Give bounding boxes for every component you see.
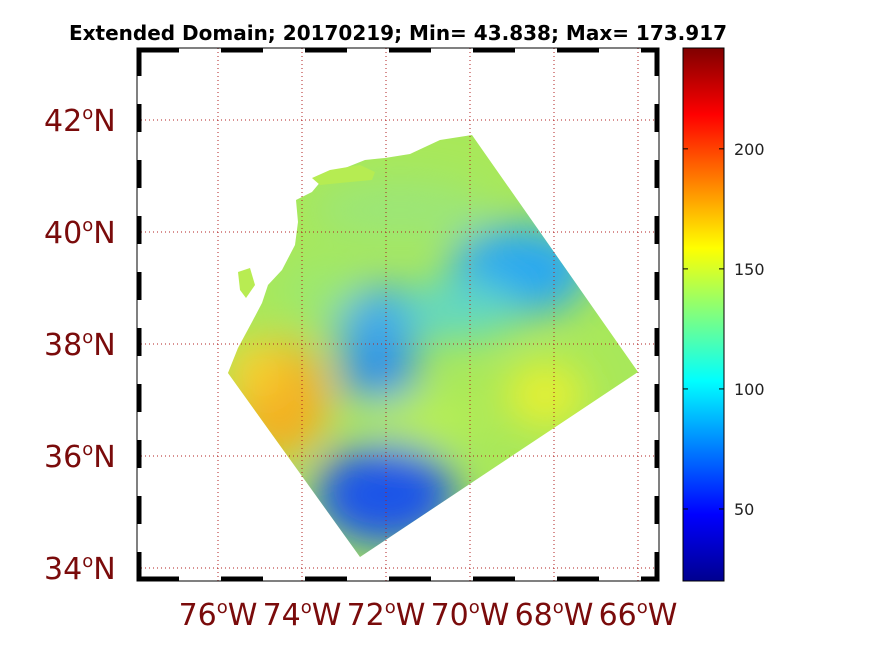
colorbar-tick-label: 150	[734, 260, 765, 279]
longitude-label-76: 76oW	[179, 597, 258, 633]
colorbar-tick-label: 200	[734, 140, 765, 159]
latitude-label-38: 38oN	[44, 327, 116, 363]
latitude-label-34: 34oN	[44, 551, 116, 587]
latitude-label-36: 36oN	[44, 439, 116, 475]
longitude-label-72: 72oW	[347, 597, 426, 633]
colorbar-tick-label: 50	[734, 500, 754, 519]
longitude-label-74: 74oW	[263, 597, 342, 633]
colorbar-tick-label: 100	[734, 380, 765, 399]
frame-ticks	[136, 47, 660, 582]
map-title: Extended Domain; 20170219; Min= 43.838; …	[69, 21, 727, 45]
latitude-label-40: 40oN	[44, 215, 116, 251]
coastal-shape-small	[238, 268, 255, 298]
longitude-label-68: 68oW	[515, 597, 594, 633]
colorbar-ticks: 50 100 150 200	[683, 140, 765, 519]
graticule	[137, 48, 659, 581]
coastal-shape	[312, 165, 375, 185]
longitude-label-66: 66oW	[599, 597, 678, 633]
colorbar	[682, 47, 725, 582]
latitude-labels: 42oN 40oN 38oN 36oN 34oN	[44, 103, 116, 587]
latitude-label-42: 42oN	[44, 103, 116, 139]
longitude-label-70: 70oW	[431, 597, 510, 633]
longitude-labels: 76oW 74oW 72oW 70oW 68oW 66oW	[179, 597, 678, 633]
